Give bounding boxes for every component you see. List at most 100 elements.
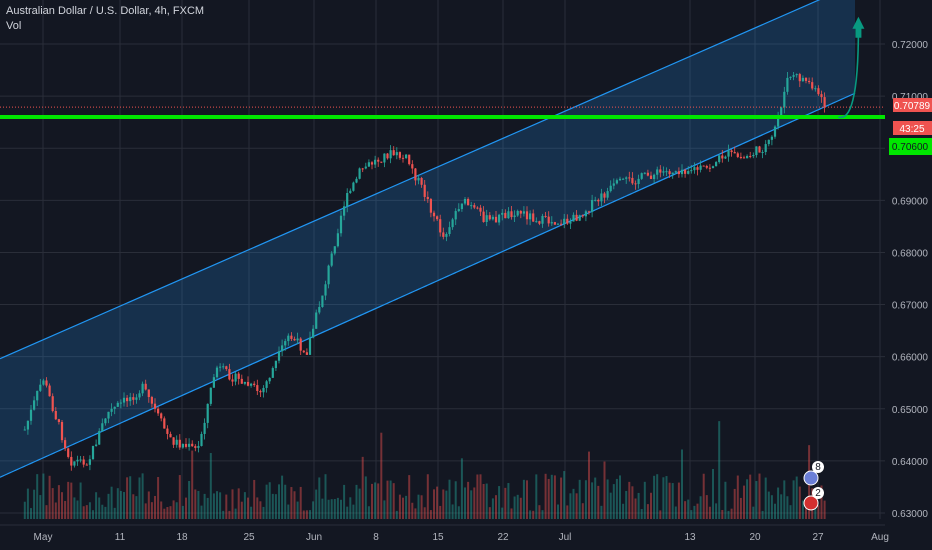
candle-body bbox=[147, 389, 150, 398]
candle-body bbox=[823, 97, 826, 108]
candle-body bbox=[761, 152, 764, 154]
volume-bar bbox=[495, 495, 498, 519]
candle-body bbox=[172, 437, 175, 445]
candle-body bbox=[184, 443, 188, 447]
channel-upper-line[interactable] bbox=[0, 0, 855, 360]
au-event-flag[interactable]: 8 bbox=[803, 461, 824, 486]
volume-bar bbox=[70, 482, 73, 519]
volume-bar bbox=[535, 474, 538, 519]
regression-channel[interactable] bbox=[0, 0, 856, 478]
volume-bar bbox=[144, 503, 147, 519]
candle-body bbox=[637, 178, 640, 185]
volume-bar bbox=[476, 474, 479, 519]
volume-bar bbox=[132, 494, 135, 519]
candle-body bbox=[677, 171, 681, 175]
volume-bar bbox=[395, 510, 398, 519]
volume-bar bbox=[371, 483, 374, 519]
candle-body bbox=[764, 144, 767, 153]
candle-body bbox=[377, 159, 380, 162]
volume-bar bbox=[293, 491, 296, 519]
volume-bar bbox=[274, 494, 277, 519]
candle-body bbox=[290, 335, 293, 339]
time-axis[interactable]: May 11 18 25 Jun 8 15 22 Jul 13 20 27 Aug bbox=[0, 524, 932, 550]
volume-bar bbox=[54, 502, 57, 519]
volume-bar bbox=[541, 510, 544, 519]
volume-bar bbox=[677, 482, 680, 519]
candle-body bbox=[349, 190, 352, 194]
volume-bar bbox=[101, 504, 104, 519]
volume-bar bbox=[309, 510, 312, 519]
countdown-tag: 43:25 bbox=[893, 121, 932, 135]
volume-bar bbox=[491, 498, 494, 519]
volume-bar bbox=[200, 505, 203, 519]
volume-bar bbox=[85, 505, 88, 519]
volume-bar bbox=[104, 506, 107, 519]
candle-body bbox=[814, 88, 817, 90]
candle-body bbox=[693, 167, 696, 171]
candle-body bbox=[163, 418, 166, 429]
volume-bar bbox=[157, 477, 160, 519]
candle-body bbox=[730, 150, 733, 153]
candle-body bbox=[801, 77, 805, 82]
volume-bar bbox=[485, 483, 488, 519]
candle-body bbox=[219, 366, 222, 368]
volume-bar bbox=[212, 493, 215, 519]
candle-body bbox=[330, 253, 333, 266]
volume-bar bbox=[433, 489, 436, 519]
candle-body bbox=[746, 155, 749, 159]
last-price-label: 0.70789 bbox=[894, 101, 931, 112]
candle-body bbox=[36, 390, 39, 401]
candle-body bbox=[631, 177, 634, 184]
volume-bar bbox=[460, 458, 463, 519]
candle-body bbox=[560, 223, 563, 225]
volume-bar bbox=[377, 483, 380, 519]
projection-arrow[interactable] bbox=[838, 16, 865, 119]
candle-body bbox=[656, 169, 659, 175]
price-axis[interactable]: 0.720000.710000.700000.690000.680000.670… bbox=[885, 0, 932, 550]
volume-bar bbox=[758, 473, 761, 519]
channel-lower-line[interactable] bbox=[0, 92, 856, 478]
volume-indicator-label[interactable]: Vol bbox=[6, 20, 22, 32]
candle-body bbox=[296, 338, 299, 341]
volume-bar bbox=[194, 489, 197, 519]
volume-bar bbox=[510, 508, 513, 519]
candle-body bbox=[116, 402, 119, 407]
volume-bar bbox=[538, 505, 541, 519]
volume-bar bbox=[730, 508, 733, 519]
symbol-title[interactable]: Australian Dollar / U.S. Dollar, 4h, FXC… bbox=[6, 5, 205, 17]
volume-bar bbox=[631, 486, 634, 519]
candle-body bbox=[618, 178, 622, 181]
candle-body bbox=[188, 443, 191, 447]
candle-body bbox=[82, 459, 85, 465]
candle-body bbox=[119, 402, 123, 404]
candle-body bbox=[491, 216, 495, 220]
candle-body bbox=[674, 171, 677, 173]
horizontal-levels[interactable] bbox=[0, 106, 885, 119]
candle-body bbox=[702, 165, 705, 167]
volume-bar bbox=[606, 479, 609, 519]
volume-bar bbox=[76, 500, 79, 519]
candle-body bbox=[525, 211, 529, 220]
volume-bar bbox=[705, 495, 708, 519]
candle-body bbox=[389, 150, 392, 159]
volume-bar bbox=[247, 497, 250, 519]
candle-body bbox=[398, 152, 402, 158]
candle-body bbox=[346, 193, 349, 207]
candlestick-series bbox=[23, 71, 826, 471]
time-tick-label: 27 bbox=[812, 532, 824, 543]
candle-body bbox=[181, 443, 185, 448]
volume-bar bbox=[588, 451, 591, 519]
candle-body bbox=[206, 403, 209, 423]
candle-body bbox=[144, 383, 147, 390]
candle-body bbox=[442, 232, 445, 237]
candle-body bbox=[501, 212, 504, 215]
candle-body bbox=[51, 396, 54, 411]
volume-bar bbox=[823, 500, 826, 519]
volume-bar bbox=[557, 504, 560, 519]
us-event-flag[interactable]: 2 bbox=[803, 487, 824, 511]
candle-body bbox=[42, 380, 45, 385]
candle-body bbox=[724, 156, 727, 159]
volume-bar bbox=[79, 482, 82, 519]
volume-bar bbox=[451, 504, 454, 519]
